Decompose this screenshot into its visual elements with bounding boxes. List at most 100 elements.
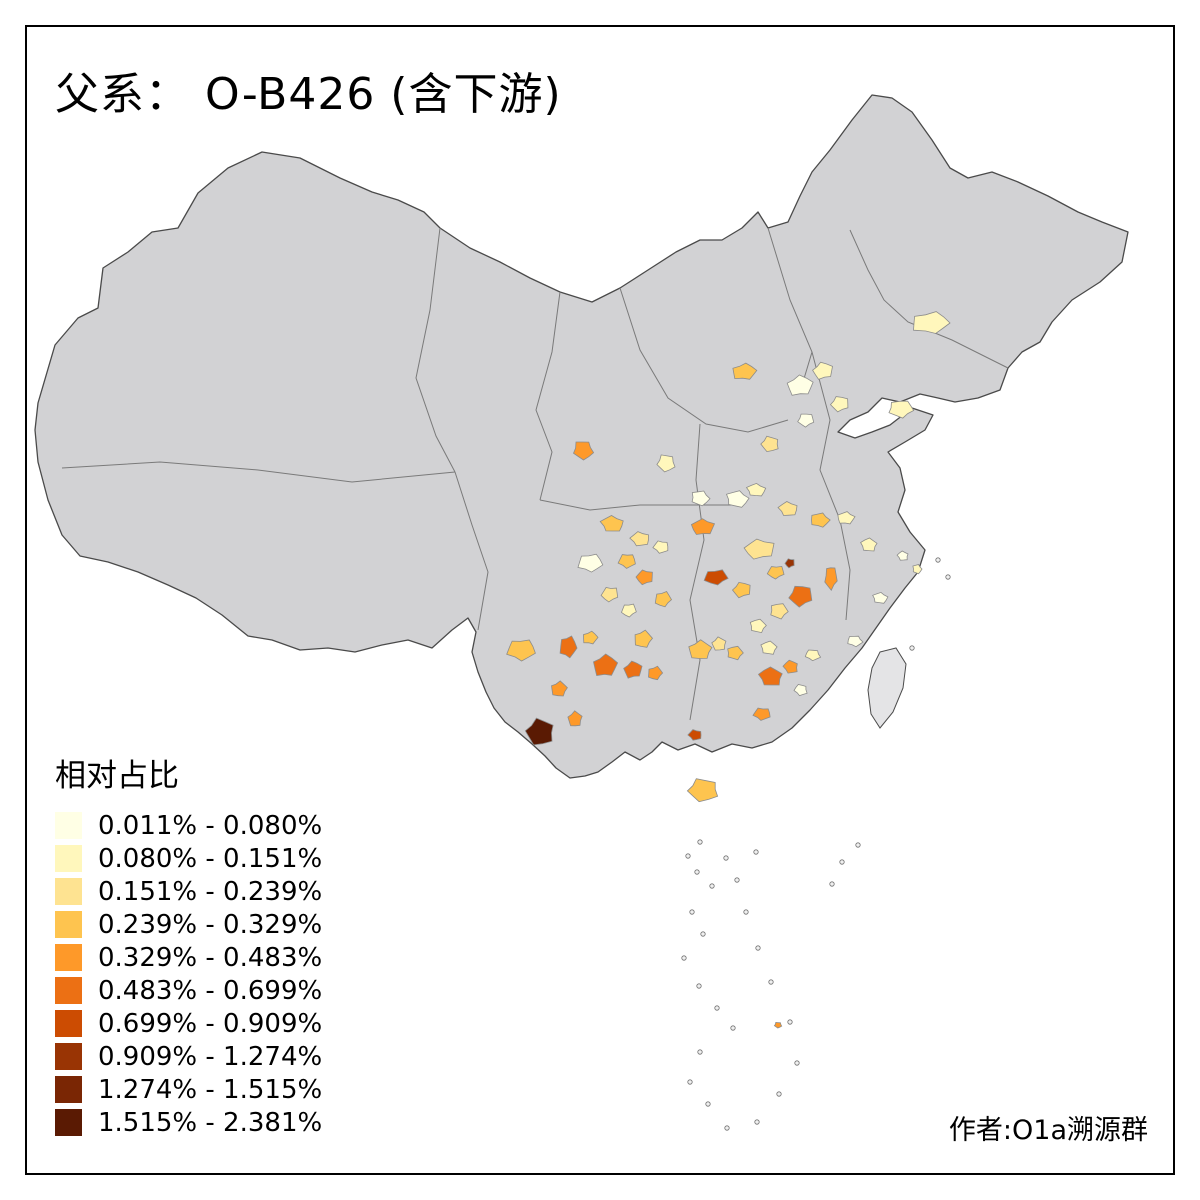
small-island — [700, 931, 706, 937]
legend-label: 0.699% - 0.909% — [98, 1008, 323, 1039]
legend-swatch — [55, 878, 82, 905]
small-island — [839, 859, 845, 865]
legend-label: 0.080% - 0.151% — [98, 843, 323, 874]
map-region — [617, 554, 636, 569]
map-region — [837, 511, 856, 525]
map-region — [687, 729, 702, 741]
map-region — [635, 569, 653, 586]
legend-swatch — [55, 1010, 82, 1037]
legend-label: 1.274% - 1.515% — [98, 1074, 323, 1105]
small-island — [689, 909, 695, 915]
map-region — [804, 649, 822, 662]
map-region — [593, 653, 619, 676]
legend-item: 0.483% - 0.699% — [55, 974, 322, 1007]
legend-swatch — [55, 1043, 82, 1070]
legend-swatch — [55, 977, 82, 1004]
small-island — [697, 839, 703, 845]
small-island — [776, 1091, 782, 1097]
small-island — [730, 1025, 736, 1031]
map-region — [784, 558, 795, 569]
small-island — [685, 853, 691, 859]
map-region — [777, 501, 798, 516]
small-island — [755, 945, 761, 951]
legend-label: 0.011% - 0.080% — [98, 810, 323, 841]
legend-swatch — [55, 1076, 82, 1103]
map-region — [824, 567, 838, 591]
map-title: 父系： O-B426 (含下游) — [55, 69, 562, 120]
map-region — [599, 515, 624, 532]
map-region — [727, 645, 744, 661]
attribution: 作者:O1a溯源群 — [948, 1115, 1148, 1146]
legend-label: 0.151% - 0.239% — [98, 876, 323, 907]
legend-item: 0.329% - 0.483% — [55, 941, 322, 974]
small-island — [787, 1019, 793, 1025]
legend-swatch — [55, 845, 82, 872]
map-region — [757, 666, 783, 686]
small-island — [935, 557, 941, 563]
map-region — [912, 564, 923, 575]
small-island — [723, 855, 729, 861]
small-island — [794, 1060, 800, 1066]
map-region — [559, 635, 578, 659]
taiwan-outline — [867, 647, 907, 729]
legend-swatch — [55, 812, 82, 839]
map-region — [913, 311, 951, 334]
small-island — [945, 574, 951, 580]
map-region — [691, 490, 711, 507]
small-island — [829, 881, 835, 887]
plot-frame — [25, 25, 1175, 1175]
map-region — [793, 684, 808, 697]
small-island — [743, 909, 749, 915]
legend-label: 0.909% - 1.274% — [98, 1041, 323, 1072]
map-region — [623, 660, 643, 679]
map-region — [770, 603, 789, 620]
map-region — [551, 680, 568, 697]
legend-item: 0.699% - 0.909% — [55, 1007, 322, 1040]
legend-label: 1.515% - 2.381% — [98, 1107, 323, 1138]
map-region — [600, 587, 619, 603]
map-region — [752, 707, 771, 721]
province-border — [767, 227, 813, 393]
map-region — [577, 553, 604, 573]
map-region — [797, 413, 815, 428]
map-region — [888, 400, 915, 419]
province-border — [61, 461, 456, 483]
legend-item: 0.011% - 0.080% — [55, 809, 322, 842]
small-island — [734, 877, 740, 883]
map-region — [703, 569, 729, 586]
small-island — [681, 955, 687, 961]
map-region — [731, 581, 751, 599]
small-island — [754, 1119, 760, 1125]
map-region — [686, 778, 719, 803]
legend-label: 0.329% - 0.483% — [98, 942, 323, 973]
legend-label: 0.239% - 0.329% — [98, 909, 323, 940]
map-region — [629, 531, 650, 547]
map-region — [732, 362, 758, 380]
map-region — [654, 591, 673, 608]
legend-swatch — [55, 944, 82, 971]
map-region — [782, 659, 798, 674]
map-region — [621, 603, 637, 618]
legend-items: 0.011% - 0.080% 0.080% - 0.151% 0.151% - 0… — [55, 809, 322, 1139]
map-region — [749, 618, 767, 634]
map-region — [788, 585, 813, 608]
map-region — [872, 591, 889, 604]
map-region — [766, 565, 785, 580]
map-region — [583, 630, 599, 645]
map-region — [760, 640, 778, 655]
map-region — [745, 482, 767, 497]
map-region — [725, 490, 750, 508]
province-border — [535, 291, 561, 501]
small-island — [855, 842, 861, 848]
map-region — [773, 1021, 783, 1029]
small-island — [753, 849, 759, 855]
legend: 相对占比 0.011% - 0.080% 0.080% - 0.151% 0.151… — [55, 750, 322, 1139]
map-region — [743, 538, 775, 560]
province-border — [689, 423, 705, 721]
legend-item: 0.151% - 0.239% — [55, 875, 322, 908]
small-island — [714, 1005, 720, 1011]
map-region — [567, 710, 583, 727]
map-region — [812, 361, 833, 380]
province-border — [619, 287, 789, 433]
